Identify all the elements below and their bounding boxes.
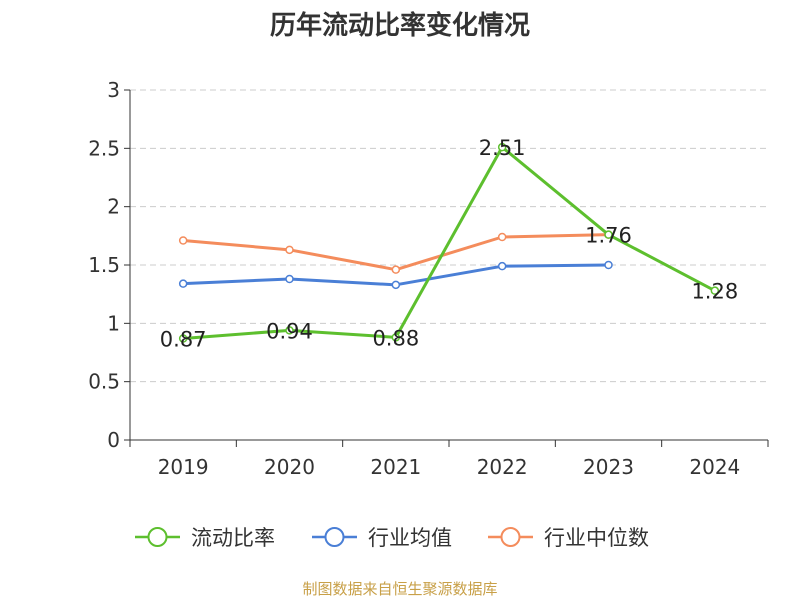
x-tick-label: 2022: [477, 455, 528, 479]
legend-item: 行业中位数: [488, 526, 649, 550]
legend-label: 行业中位数: [544, 526, 649, 550]
y-tick-label: 2: [107, 195, 120, 219]
y-tick-label: 0: [107, 428, 120, 452]
y-tick-label: 1.5: [88, 253, 120, 277]
legend-label: 行业均值: [368, 526, 452, 550]
data-point: [391, 333, 401, 342]
data-label: 2.51: [479, 136, 526, 160]
y-tick-label: 1: [107, 311, 120, 335]
series-0: [178, 142, 720, 343]
data-label: 0.87: [160, 328, 207, 352]
data-point: [178, 236, 188, 245]
legend-marker: [147, 527, 168, 547]
data-point: [497, 261, 507, 271]
x-tick-label: 2019: [158, 455, 209, 479]
legend-item: 行业均值: [312, 526, 452, 550]
y-tick-label: 3: [107, 78, 120, 102]
data-label: 1.76: [585, 224, 632, 248]
x-tick-label: 2023: [583, 455, 634, 479]
data-point: [285, 326, 294, 335]
data-label: 0.88: [372, 326, 419, 350]
x-tick-label: 2024: [689, 455, 740, 479]
data-label: 0.94: [266, 319, 313, 343]
data-point: [497, 142, 507, 152]
legend-item: 流动比率: [135, 526, 275, 550]
legend-marker: [324, 527, 345, 547]
data-point: [285, 245, 294, 255]
legend-label: 流动比率: [191, 526, 275, 550]
data-point: [285, 274, 294, 284]
data-point: [604, 230, 613, 239]
data-point: [178, 334, 188, 343]
series-line: [183, 145, 716, 340]
data-point: [710, 286, 720, 295]
data-point: [497, 232, 507, 242]
x-tick-label: 2020: [264, 455, 315, 479]
y-tick-label: 2.5: [88, 136, 120, 160]
source-note: 制图数据来自恒生聚源数据库: [302, 580, 498, 598]
chart-title: 历年流动比率变化情况: [269, 11, 530, 41]
data-label: 1.28: [691, 280, 738, 304]
data-point: [178, 279, 188, 288]
data-point: [391, 265, 401, 274]
x-tick-label: 2021: [370, 455, 421, 479]
legend-marker: [500, 527, 521, 547]
series-1: [178, 260, 613, 290]
data-point: [604, 260, 613, 270]
y-tick-label: 0.5: [88, 370, 120, 394]
data-point: [391, 280, 401, 290]
